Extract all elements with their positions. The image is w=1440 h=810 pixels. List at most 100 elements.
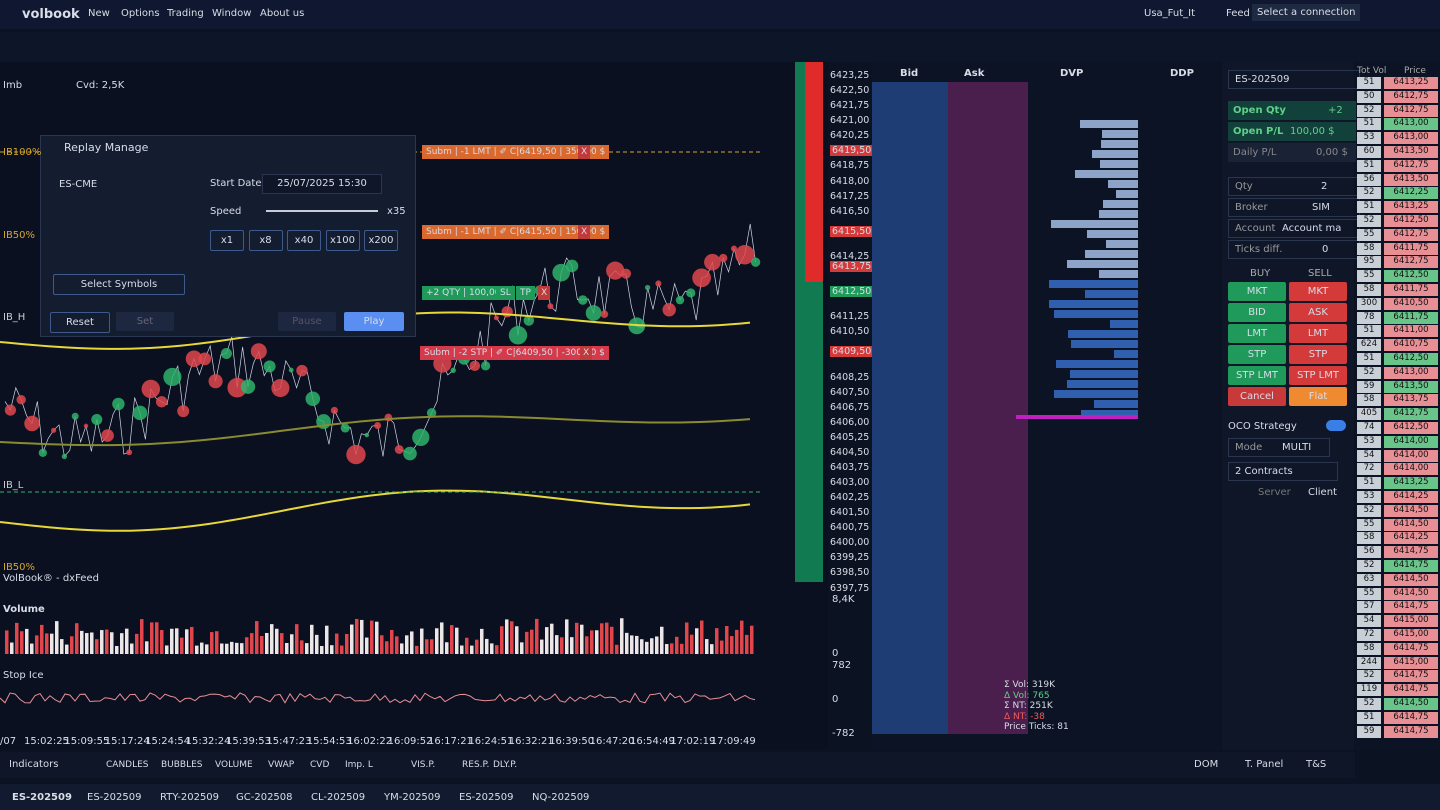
tab[interactable]: ES-202509 [87, 792, 142, 803]
bubble [126, 449, 133, 456]
speed-slider[interactable] [266, 210, 378, 212]
order-button[interactable]: STP [1228, 345, 1286, 364]
volume-bar [375, 621, 379, 654]
toggle[interactable] [1326, 420, 1346, 431]
indicators[interactable]: Indicators [9, 759, 59, 770]
indicator-toggle[interactable]: BUBBLES [161, 760, 203, 770]
volume-bar [420, 628, 424, 654]
order-button[interactable]: STP LMT [1228, 366, 1286, 385]
volume-bar [5, 630, 9, 654]
bid-col [872, 82, 948, 734]
tab[interactable]: ES-202509 [459, 792, 514, 803]
time-label: 15:39:53 [226, 736, 271, 747]
price-label: 6397,75 [830, 582, 870, 594]
ts-vol: 51 [1357, 118, 1381, 131]
field-label[interactable]: Broker [1228, 198, 1360, 217]
order-button[interactable]: MKT [1289, 282, 1347, 301]
order-button[interactable]: STP [1289, 345, 1347, 364]
indicator-toggle[interactable]: VIS.P. [411, 760, 436, 770]
ts-price: 6414,75 [1384, 601, 1438, 614]
symbol[interactable]: ES-202509 [1228, 70, 1360, 89]
order-button[interactable]: ASK [1289, 303, 1347, 322]
order-label[interactable]: +2 QTY | 100,00 $ [422, 286, 514, 300]
order-button[interactable]: LMT [1289, 324, 1347, 343]
indicator-toggle[interactable]: CVD [310, 760, 330, 770]
menu-item[interactable]: Options [121, 8, 160, 19]
start-date[interactable]: 25/07/2025 15:30 [262, 174, 382, 194]
close-order[interactable]: X [538, 286, 551, 300]
tp-button[interactable]: TP [516, 286, 535, 300]
volume-bar [260, 635, 264, 654]
tab[interactable]: GC-202508 [236, 792, 293, 803]
volume-bar [180, 637, 184, 654]
panel-toggle[interactable]: T&S [1306, 759, 1327, 770]
server[interactable]: Server [1258, 487, 1291, 498]
client[interactable]: Client [1308, 487, 1337, 498]
reset[interactable]: Reset [50, 312, 110, 333]
menu-item[interactable]: Trading [167, 8, 204, 19]
ts-vol: 58 [1357, 242, 1381, 255]
sl-button[interactable]: SL [496, 286, 515, 300]
indicator-toggle[interactable]: DLY.P. [493, 760, 518, 770]
volume-bar [160, 630, 164, 654]
time-label: 16:24:51 [468, 736, 514, 747]
indicator-toggle[interactable]: VOLUME [215, 760, 253, 770]
ts-price: 6413,00 [1384, 366, 1438, 379]
close-order[interactable]: X [580, 346, 593, 360]
menu-item[interactable]: About us [260, 8, 305, 19]
order-button[interactable]: Flat [1289, 387, 1347, 406]
ts-vol: 95 [1357, 256, 1381, 269]
symbol: ES-CME [59, 179, 98, 190]
order-button[interactable]: STP LMT [1289, 366, 1347, 385]
play[interactable]: Play [344, 312, 404, 331]
speed-button[interactable]: x40 [287, 230, 321, 251]
order-label[interactable]: Subm | -2 STP | ✐ C|6409,50 | -300,00 $ [420, 346, 609, 360]
order-button[interactable]: BID [1228, 303, 1286, 322]
field-label[interactable]: Ticks diff. [1228, 240, 1360, 259]
speed-button[interactable]: x8 [248, 230, 283, 251]
volume-bar [245, 637, 249, 654]
ts-price: 6412,75 [1384, 104, 1438, 117]
indicator-toggle[interactable]: Imp. L [345, 760, 373, 770]
field-label[interactable]: Qty [1228, 177, 1360, 196]
account[interactable]: Usa_Fut_It [1144, 8, 1195, 19]
order-button[interactable]: Cancel [1228, 387, 1286, 406]
order-button[interactable]: LMT [1228, 324, 1286, 343]
toolbar [0, 32, 1440, 62]
close-order[interactable]: X [578, 145, 591, 159]
close-order[interactable]: X [578, 225, 591, 239]
menu-item[interactable]: Window [212, 8, 252, 19]
volume-bar [135, 633, 139, 654]
speed-button[interactable]: x100 [325, 230, 360, 251]
menu-item[interactable]: New [88, 8, 110, 19]
contracts[interactable]: 2 Contracts [1228, 462, 1338, 481]
level-label: IB50% [3, 562, 36, 573]
tab[interactable]: ES-202509 [12, 792, 72, 803]
indicator-toggle[interactable]: VWAP [268, 760, 295, 770]
panel-toggle[interactable]: T. Panel [1245, 759, 1284, 770]
panel-toggle[interactable]: DOM [1194, 759, 1219, 770]
volume-bar [555, 635, 559, 654]
connection[interactable]: Select a connection [1252, 4, 1361, 21]
order-label[interactable]: Subm | -1 LMT | ✐ C|6415,50 | 150,00 $ [422, 225, 610, 239]
pause[interactable]: Pause [278, 312, 336, 331]
select-symbols[interactable]: Select Symbols [53, 274, 185, 295]
tab[interactable]: RTY-202509 [160, 792, 220, 803]
value: 100,00 $ [1290, 126, 1335, 137]
order-button[interactable]: MKT [1228, 282, 1286, 301]
order-label[interactable]: Subm | -1 LMT | ✐ C|6419,50 | 350,00 $ [422, 145, 610, 159]
set[interactable]: Set [116, 312, 174, 331]
mode-label[interactable]: Mode [1228, 438, 1330, 457]
indicator-toggle[interactable]: CANDLES [106, 760, 149, 770]
indicator-toggle[interactable]: RES.P. [462, 760, 490, 770]
tab[interactable]: YM-202509 [384, 792, 441, 803]
tab[interactable]: CL-202509 [311, 792, 366, 803]
ts-price: 6414,75 [1384, 546, 1438, 559]
tab[interactable]: NQ-202509 [532, 792, 590, 803]
volume-bar [490, 643, 494, 654]
buy-label: BUY [1250, 268, 1271, 279]
speed-button[interactable]: x200 [364, 230, 398, 251]
field-label[interactable]: Account [1228, 219, 1360, 238]
feed[interactable]: Feed [1226, 8, 1250, 19]
speed-button[interactable]: x1 [210, 230, 244, 251]
